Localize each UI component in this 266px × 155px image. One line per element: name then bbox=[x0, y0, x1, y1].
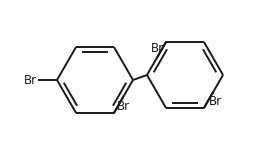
Text: Br: Br bbox=[151, 42, 164, 55]
Text: Br: Br bbox=[117, 100, 130, 113]
Text: Br: Br bbox=[24, 73, 37, 86]
Text: Br: Br bbox=[209, 95, 222, 108]
